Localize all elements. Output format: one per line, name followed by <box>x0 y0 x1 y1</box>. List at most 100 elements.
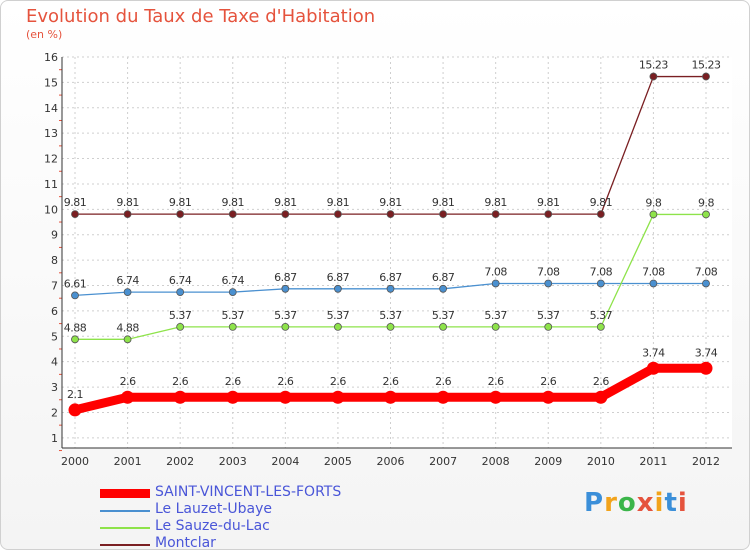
x-tick-label: 2001 <box>114 455 142 468</box>
data-label-saint-vincent-les-forts: 2.6 <box>540 375 556 388</box>
data-point-montclar <box>649 72 658 81</box>
data-point-montclar <box>334 210 342 219</box>
data-label-le-lauzet-ubaye: 6.74 <box>116 274 139 287</box>
data-point-le-sauze-du-lac <box>281 322 290 331</box>
data-point-saint-vincent-les-forts <box>384 390 397 404</box>
x-tick-label: 2012 <box>692 455 720 468</box>
data-label-montclar: 9.81 <box>222 196 245 209</box>
legend-swatch <box>100 527 150 529</box>
data-label-le-sauze-du-lac: 5.37 <box>169 309 192 322</box>
x-tick-label: 2000 <box>61 455 89 468</box>
logo-letter: P <box>584 488 605 518</box>
chart-title: Evolution du Taux de Taxe d'Habitation <box>26 6 376 27</box>
data-point-le-sauze-du-lac <box>228 322 237 331</box>
data-point-le-lauzet-ubaye <box>176 288 185 297</box>
data-point-le-sauze-du-lac <box>596 322 605 331</box>
data-label-montclar: 9.81 <box>484 196 507 209</box>
data-label-le-sauze-du-lac: 5.37 <box>590 309 613 322</box>
data-label-le-lauzet-ubaye: 6.74 <box>169 274 192 287</box>
data-point-montclar <box>386 210 395 219</box>
data-point-montclar <box>123 210 132 219</box>
logo-letter: x <box>636 488 655 518</box>
data-label-saint-vincent-les-forts: 2.1 <box>67 388 83 401</box>
x-tick-label: 2008 <box>482 455 510 468</box>
data-point-saint-vincent-les-forts <box>436 390 450 404</box>
y-tick-label: 16 <box>44 51 58 64</box>
x-tick-label: 2002 <box>166 455 194 468</box>
data-label-le-sauze-du-lac: 9.8 <box>645 196 661 209</box>
data-point-le-sauze-du-lac <box>176 322 185 331</box>
chart-subtitle: (en %) <box>26 28 63 41</box>
x-tick-label: 2006 <box>377 455 405 468</box>
data-label-montclar: 9.81 <box>327 196 350 209</box>
legend-label: Le Lauzet-Ubaye <box>155 501 272 517</box>
data-point-le-lauzet-ubaye <box>596 279 605 288</box>
data-label-le-lauzet-ubaye: 6.87 <box>432 271 455 284</box>
legend-swatch <box>100 544 150 546</box>
data-label-le-lauzet-ubaye: 7.08 <box>642 265 665 278</box>
data-point-le-lauzet-ubaye <box>649 279 658 288</box>
data-point-saint-vincent-les-forts <box>173 390 187 404</box>
y-tick-label: 11 <box>44 178 58 191</box>
logo-letter: i <box>677 488 688 518</box>
data-point-saint-vincent-les-forts <box>489 390 503 404</box>
data-label-le-lauzet-ubaye: 6.87 <box>327 271 350 284</box>
data-label-le-lauzet-ubaye: 7.08 <box>537 265 560 278</box>
data-point-le-sauze-du-lac <box>334 322 342 331</box>
data-point-le-sauze-du-lac <box>544 322 553 331</box>
data-label-le-sauze-du-lac: 9.8 <box>698 196 714 209</box>
x-tick-label: 2007 <box>429 455 457 468</box>
data-point-montclar <box>281 210 290 219</box>
data-point-le-lauzet-ubaye <box>281 284 290 293</box>
data-point-saint-vincent-les-forts <box>226 390 240 404</box>
x-tick-label: 2004 <box>271 455 299 468</box>
data-point-le-sauze-du-lac <box>491 322 500 331</box>
y-tick-label: 13 <box>44 127 58 140</box>
data-point-montclar <box>702 72 710 81</box>
data-point-le-lauzet-ubaye <box>544 279 553 288</box>
y-tick-label: 7 <box>51 280 58 293</box>
data-point-saint-vincent-les-forts <box>278 390 292 404</box>
data-label-montclar: 9.81 <box>274 196 297 209</box>
legend-swatch <box>100 489 150 498</box>
data-point-le-sauze-du-lac <box>386 322 395 331</box>
data-point-montclar <box>544 210 553 219</box>
plot-area <box>62 57 732 448</box>
data-label-saint-vincent-les-forts: 2.6 <box>488 375 504 388</box>
data-label-le-lauzet-ubaye: 7.08 <box>695 265 718 278</box>
legend-label: Montclar <box>155 535 216 551</box>
data-point-le-sauze-du-lac <box>71 335 79 344</box>
data-point-le-lauzet-ubaye <box>334 284 342 293</box>
legend-swatch <box>100 510 150 512</box>
y-tick-label: 9 <box>51 229 58 242</box>
data-label-montclar: 9.81 <box>590 196 613 209</box>
data-label-le-sauze-du-lac: 4.88 <box>64 321 87 334</box>
data-point-montclar <box>439 210 447 219</box>
data-label-montclar: 9.81 <box>64 196 87 209</box>
y-tick-label: 14 <box>44 102 58 115</box>
data-point-le-lauzet-ubaye <box>123 288 132 297</box>
data-label-le-lauzet-ubaye: 7.08 <box>590 265 613 278</box>
data-label-le-sauze-du-lac: 5.37 <box>379 309 402 322</box>
x-tick-label: 2010 <box>587 455 615 468</box>
data-point-saint-vincent-les-forts <box>699 361 713 375</box>
x-tick-label: 2011 <box>639 455 667 468</box>
y-tick-label: 1 <box>51 432 58 445</box>
data-point-saint-vincent-les-forts <box>594 390 608 404</box>
data-point-montclar <box>596 210 605 219</box>
data-label-le-sauze-du-lac: 4.88 <box>116 321 139 334</box>
data-label-saint-vincent-les-forts: 2.6 <box>435 375 451 388</box>
x-tick-label: 2005 <box>324 455 352 468</box>
data-label-le-lauzet-ubaye: 6.74 <box>222 274 245 287</box>
data-point-saint-vincent-les-forts <box>541 390 555 404</box>
data-label-le-lauzet-ubaye: 7.08 <box>484 265 507 278</box>
proxiti-logo: Proxiti <box>584 488 688 518</box>
y-tick-label: 2 <box>51 406 58 419</box>
y-tick-label: 5 <box>51 330 58 343</box>
data-point-le-lauzet-ubaye <box>702 279 710 288</box>
legend-label: Le Sauze-du-Lac <box>155 518 270 534</box>
data-label-le-sauze-du-lac: 5.37 <box>222 309 245 322</box>
data-point-le-lauzet-ubaye <box>439 284 447 293</box>
data-label-saint-vincent-les-forts: 2.6 <box>593 375 609 388</box>
